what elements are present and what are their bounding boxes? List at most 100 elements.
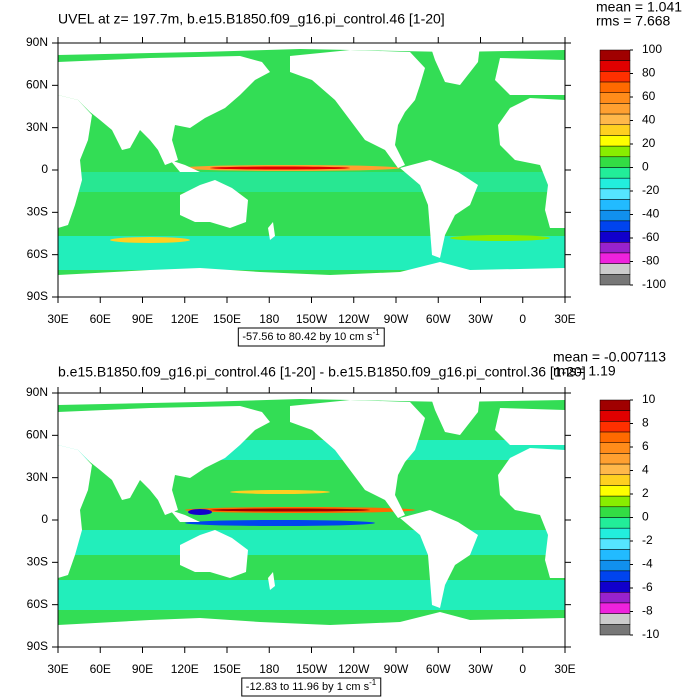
rms-stat: rms = 7.668 (596, 13, 671, 29)
x-tick-label: 180 (259, 312, 279, 326)
land (170, 510, 200, 522)
y-tick-label: 90N (26, 35, 48, 49)
colorbar-label: 80 (642, 66, 656, 80)
y-tick-label: 0 (41, 162, 48, 176)
land (58, 262, 565, 297)
colorbar-label: 40 (642, 113, 656, 127)
x-tick-label: 60W (426, 662, 451, 676)
y-tick-label: 60S (27, 247, 48, 261)
x-tick-label: 60E (90, 312, 111, 326)
colorbar-box (599, 410, 631, 422)
colorbar-box (599, 231, 631, 243)
colorbar-box (599, 613, 631, 625)
x-tick-label: 150W (296, 312, 328, 326)
land (268, 222, 275, 240)
colorbar-label: -80 (642, 254, 660, 268)
colorbar-box (599, 581, 631, 593)
colorbar-box (599, 177, 631, 190)
land (290, 50, 425, 168)
y-tick-label: 90S (27, 639, 48, 653)
mean-stat: mean = -0.007113 (553, 349, 666, 365)
y-tick-label: 30N (26, 470, 48, 484)
land-mask (58, 43, 565, 297)
colorbar-box (599, 92, 631, 104)
x-tick-label: 90W (384, 662, 409, 676)
x-tick-label: 120E (171, 312, 199, 326)
colorbar-box (599, 220, 631, 232)
land (495, 58, 565, 95)
y-tick-label: 60N (26, 428, 48, 442)
land (58, 445, 92, 578)
colorbar-label: 8 (642, 416, 649, 430)
land (498, 98, 565, 228)
colorbar-label: 4 (642, 463, 649, 477)
colorbar-box (599, 188, 631, 200)
colorbar-label: 10 (642, 392, 656, 406)
ocean-band (58, 530, 565, 555)
y-tick-label: 30N (26, 120, 48, 134)
range-label: -57.56 to 80.42 by 10 cm s-1 (242, 328, 380, 343)
colorbar-box (599, 274, 631, 286)
x-tick-label: 30E (554, 312, 575, 326)
land (180, 530, 248, 578)
x-tick-label: 150E (213, 662, 241, 676)
colorbar-box (599, 538, 631, 550)
land (400, 510, 478, 608)
colorbar-box (599, 135, 631, 147)
range-box (241, 677, 382, 697)
colorbar-box (599, 399, 631, 411)
colorbar-box (599, 549, 631, 561)
y-tick-label: 0 (41, 512, 48, 526)
y-tick-label: 30S (27, 205, 48, 219)
jet (450, 235, 550, 241)
colorbar-label: 20 (642, 136, 656, 150)
colorbar-label: -10 (642, 627, 660, 641)
colorbar-box (599, 463, 631, 476)
panel-title: UVEL at z= 197.7m, b.e15.B1850.f09_g16.p… (58, 11, 445, 27)
x-tick-label: 60E (90, 662, 111, 676)
x-tick-label: 30E (47, 662, 68, 676)
land (268, 572, 275, 590)
colorbar-box (599, 474, 631, 486)
colorbar-box (599, 527, 631, 540)
colorbar-box (599, 242, 631, 254)
panel-title: b.e15.B1850.f09_g16.pi_control.46 [1-20]… (58, 364, 586, 380)
colorbar-box (599, 592, 631, 604)
colorbar-label: 0 (642, 160, 649, 174)
x-tick-label: 60W (426, 312, 451, 326)
colorbar-box (599, 453, 631, 465)
land (400, 160, 478, 258)
colorbar-label: -8 (642, 604, 653, 618)
land-mask (58, 393, 565, 647)
colorbar-box (599, 81, 631, 93)
x-tick-label: 120W (338, 312, 370, 326)
colorbar-label: -2 (642, 533, 653, 547)
colorbar-box (599, 252, 631, 264)
x-tick-label: 0 (519, 662, 526, 676)
y-tick-label: 30S (27, 555, 48, 569)
colorbar-box (599, 517, 631, 529)
x-tick-label: 150W (296, 662, 328, 676)
colorbar-box (599, 485, 631, 497)
colorbar-box (599, 559, 631, 572)
land (58, 56, 270, 165)
range-exponent: -1 (369, 678, 377, 687)
colorbar-label: 100 (642, 42, 662, 56)
colorbar-box (599, 71, 631, 83)
colorbar-box (599, 60, 631, 72)
rms-stat: rms= 1.19 (553, 363, 616, 379)
x-tick-label: 150E (213, 312, 241, 326)
range-label: -12.83 to 11.96 by 1 cm s-1 (246, 678, 377, 693)
colorbar-box (599, 506, 631, 518)
colorbar-box (599, 624, 631, 636)
jet (110, 237, 190, 243)
colorbar-label: -60 (642, 230, 660, 244)
land (430, 45, 480, 85)
ocean-band (58, 580, 565, 610)
colorbar-box (599, 145, 631, 158)
x-tick-label: 120E (171, 662, 199, 676)
y-tick-label: 60N (26, 78, 48, 92)
land (58, 95, 92, 228)
mean-stat: mean = 1.041 (596, 0, 682, 15)
colorbar-label: -20 (642, 183, 660, 197)
